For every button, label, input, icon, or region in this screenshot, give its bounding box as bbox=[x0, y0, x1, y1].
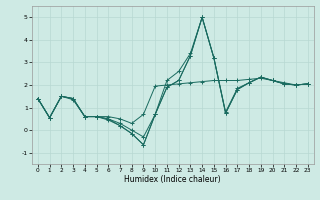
X-axis label: Humidex (Indice chaleur): Humidex (Indice chaleur) bbox=[124, 175, 221, 184]
